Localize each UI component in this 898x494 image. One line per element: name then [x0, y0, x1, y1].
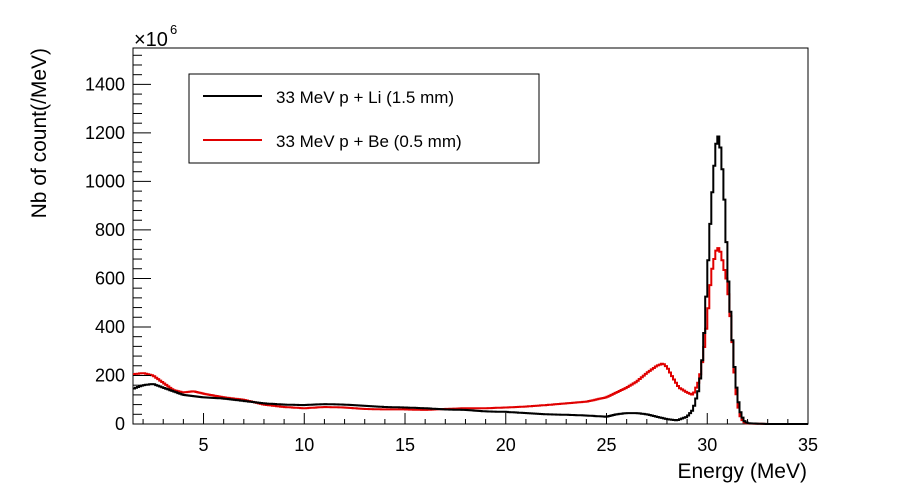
x-tick-label: 10 [294, 435, 314, 455]
legend-label-be: 33 MeV p + Be (0.5 mm) [276, 132, 462, 151]
y-tick-label: 600 [95, 268, 125, 288]
series-line [133, 135, 808, 425]
x-tick-label: 30 [697, 435, 717, 455]
y-tick-label: 200 [95, 365, 125, 385]
x-tick-label: 15 [395, 435, 415, 455]
x-tick-label: 25 [596, 435, 616, 455]
y-axis: 0 200 400 600 800 1000 1200 1400 [85, 54, 151, 434]
x-axis-title: Energy (MeV) [677, 460, 807, 483]
y-multiplier: ×10 6 [134, 22, 177, 51]
series-layer [133, 135, 808, 425]
x-tick-label: 20 [496, 435, 516, 455]
plot-area: 5 10 15 20 25 30 35 0 200 400 600 800 1000 1200 1400 [85, 47, 818, 455]
legend: 33 MeV p + Li (1.5 mm) 33 MeV p + Be (0.… [188, 73, 540, 164]
y-tick-label: 800 [95, 220, 125, 240]
x-axis: 5 10 15 20 25 30 35 [142, 413, 818, 455]
y-axis-title: Nb of count(/MeV) [28, 48, 51, 218]
y-tick-label: 1400 [85, 74, 125, 94]
legend-box [188, 73, 540, 164]
y-tick-label: 400 [95, 317, 125, 337]
y-tick-label: 1200 [85, 123, 125, 143]
y-tick-label: 1000 [85, 171, 125, 191]
series-line [133, 247, 808, 425]
legend-label-li: 33 MeV p + Li (1.5 mm) [276, 88, 454, 107]
y-multiplier-exponent: 6 [170, 22, 177, 37]
plot-frame [132, 47, 809, 425]
y-tick-label: 0 [115, 414, 125, 434]
x-tick-label: 35 [798, 435, 818, 455]
y-multiplier-base: ×10 [134, 29, 168, 51]
x-tick-label: 5 [199, 435, 209, 455]
